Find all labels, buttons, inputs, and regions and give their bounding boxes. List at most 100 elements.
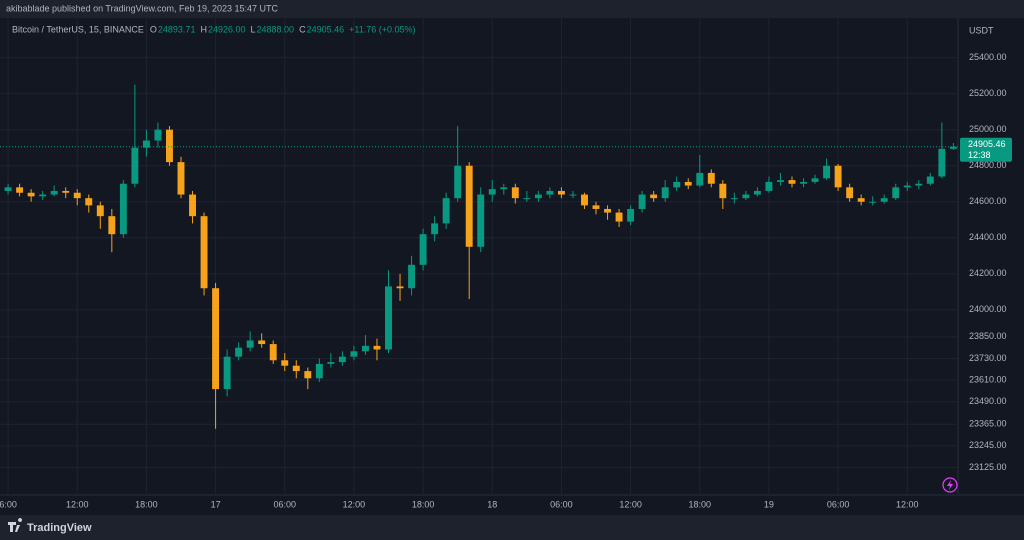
candle-body	[926, 176, 934, 184]
ohlc-value: 24888.00	[257, 24, 295, 34]
candle-body	[719, 183, 727, 199]
candle-body	[765, 181, 773, 191]
candle-body	[742, 194, 750, 199]
countdown: 12:38	[968, 150, 991, 160]
candle-body	[304, 371, 312, 379]
y-tick-label: 25200.00	[969, 88, 1007, 98]
y-tick-label: 25000.00	[969, 124, 1007, 134]
candle-body	[823, 165, 831, 179]
candle-body	[800, 181, 807, 184]
y-tick-label: 23125.00	[969, 462, 1007, 472]
candle-body	[500, 187, 508, 190]
candle-body	[592, 205, 600, 209]
y-tick-label: 24400.00	[969, 232, 1007, 242]
candle-body	[73, 192, 81, 199]
candle-body	[281, 360, 289, 366]
x-tick-label: 12:00	[896, 499, 919, 509]
candle-body	[604, 208, 611, 213]
candle-body	[431, 223, 439, 235]
x-tick-label: 17	[211, 499, 221, 509]
candle-body	[696, 172, 704, 186]
candle-body	[661, 187, 669, 199]
candle-body	[27, 192, 35, 197]
candle-body	[834, 165, 842, 188]
candle-body	[730, 198, 738, 200]
candle-body	[269, 344, 277, 361]
ohlc-key: L	[251, 24, 256, 34]
candle-body	[638, 194, 646, 209]
candle-body	[396, 286, 404, 289]
candle-body	[223, 356, 231, 390]
candle-body	[684, 181, 692, 186]
published-note: akibablade published on TradingView.com,…	[6, 3, 279, 13]
candle-body	[903, 185, 911, 188]
change: +11.76 (+0.05%)	[349, 24, 415, 34]
plot-area	[0, 18, 958, 495]
candle-body	[385, 286, 392, 350]
ohlc-value: 24893.71	[158, 24, 196, 34]
candle-body	[915, 183, 923, 186]
candle-body	[811, 178, 819, 182]
candle-body	[200, 216, 208, 289]
candle-body	[246, 340, 254, 348]
candle-body	[131, 147, 139, 184]
candle-body	[119, 183, 127, 235]
candle-body	[315, 363, 323, 379]
ohlc-key: H	[200, 24, 207, 34]
y-tick-label: 23245.00	[969, 440, 1007, 450]
candle-body	[212, 288, 220, 390]
x-tick-label: 18:00	[135, 499, 158, 509]
y-unit: USDT	[969, 25, 994, 35]
alert-icon[interactable]	[942, 477, 958, 493]
x-tick-label: 06:00	[273, 499, 296, 509]
x-tick-label: 12:00	[66, 499, 89, 509]
candle-body	[258, 340, 266, 345]
candle-body	[650, 194, 658, 199]
candle-body	[142, 140, 150, 148]
candle-body	[454, 165, 462, 199]
x-tick-label: 18:00	[689, 499, 712, 509]
ohlc-value: 24905.46	[307, 24, 345, 34]
y-tick-label: 24000.00	[969, 304, 1007, 314]
candle-body	[949, 146, 957, 149]
y-tick-label: 23610.00	[969, 374, 1007, 384]
candle-body	[777, 180, 784, 182]
candle-body	[546, 190, 554, 195]
candle-body	[442, 198, 450, 224]
candle-body	[50, 190, 58, 195]
candle-body	[880, 198, 888, 202]
brand: TradingView	[27, 522, 92, 534]
candle-body	[85, 198, 93, 206]
y-tick-label: 24600.00	[969, 196, 1007, 206]
x-tick-label: 12:00	[619, 499, 642, 509]
candle-body	[408, 264, 416, 289]
candle-body	[419, 234, 427, 265]
candle-body	[581, 194, 588, 206]
candle-body	[846, 187, 854, 199]
y-tick-label: 24800.00	[969, 160, 1007, 170]
y-tick-label: 23490.00	[969, 396, 1007, 406]
candle-body	[189, 194, 196, 217]
candle-body	[477, 194, 485, 247]
candle-body	[569, 194, 577, 196]
candle-body	[350, 351, 358, 357]
candle-body	[39, 194, 47, 197]
candle-body	[338, 356, 346, 363]
candle-body	[465, 165, 473, 247]
y-tick-label: 23730.00	[969, 353, 1007, 363]
candle-body	[707, 172, 715, 184]
candle-body	[557, 190, 565, 195]
symbol: Bitcoin / TetherUS, 15, BINANCE	[12, 24, 144, 34]
candle-body	[292, 365, 300, 372]
alert-bolt	[947, 480, 953, 490]
y-tick-label: 23365.00	[969, 419, 1007, 429]
y-tick-label: 24200.00	[969, 268, 1007, 278]
ohlc-key: O	[150, 24, 157, 34]
candle-body	[235, 347, 243, 357]
candle-body	[857, 198, 865, 202]
candle-body	[753, 190, 761, 195]
candle-body	[154, 129, 162, 141]
x-tick-label: 06:00	[550, 499, 573, 509]
price-axis	[958, 18, 1024, 495]
x-tick-label: 6:00	[0, 499, 17, 509]
